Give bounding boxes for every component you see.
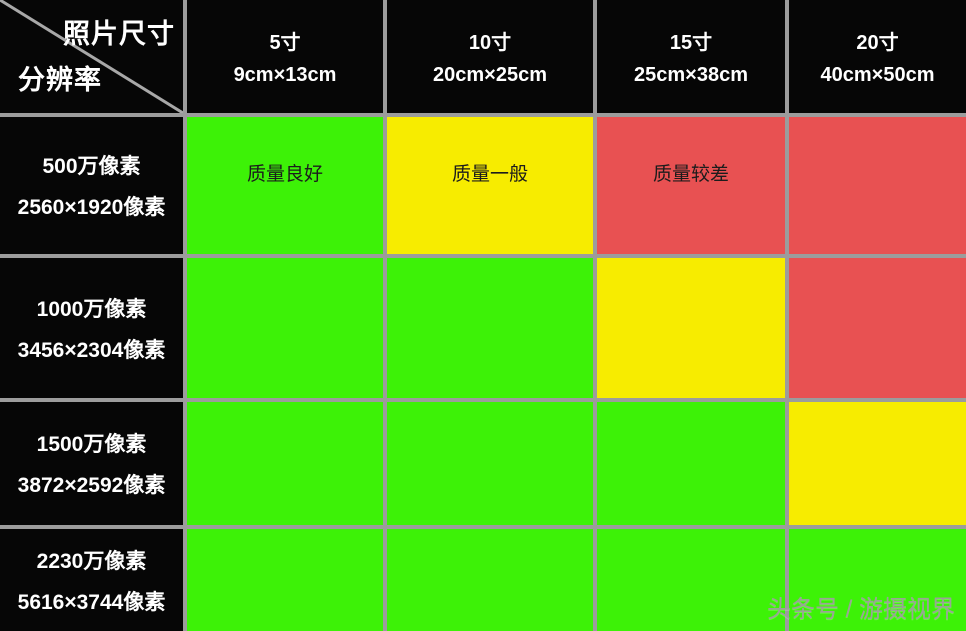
quality-cell-r1c3: 质量较差	[597, 117, 785, 254]
photo-size-axis-label: 照片尺寸	[63, 19, 175, 49]
quality-cell-r4c3	[597, 529, 785, 631]
quality-cell-r2c1	[187, 258, 383, 398]
quality-cell-r2c3	[597, 258, 785, 398]
row-pixels-label: 3872×2592像素	[17, 474, 166, 497]
col-size-label: 15寸	[669, 32, 713, 54]
quality-label: 质量较差	[652, 164, 729, 185]
row-pixels-label: 2560×1920像素	[17, 196, 166, 219]
row-megapixels-label: 1500万像素	[36, 433, 147, 456]
col-header-10in: 10寸 20cm×25cm	[387, 0, 593, 113]
diagonal-line	[0, 0, 183, 113]
col-size-label: 10寸	[468, 32, 512, 54]
quality-cell-r4c4	[789, 529, 966, 631]
row-pixels-label: 5616×3744像素	[17, 590, 166, 614]
quality-cell-r1c1: 质量良好	[187, 117, 383, 254]
row-header-2230mp: 2230万像素 5616×3744像素	[0, 529, 183, 631]
row-megapixels-label: 1000万像素	[36, 297, 147, 321]
quality-cell-r3c1	[187, 402, 383, 525]
row-pixels-label: 3456×2304像素	[17, 338, 166, 362]
quality-cell-r3c2	[387, 402, 593, 525]
row-megapixels-label: 2230万像素	[36, 549, 147, 573]
col-dims-label: 9cm×13cm	[233, 64, 337, 86]
col-size-label: 5寸	[269, 32, 301, 54]
quality-cell-r4c1	[187, 529, 383, 631]
col-dims-label: 40cm×50cm	[820, 64, 935, 86]
row-header-1000mp: 1000万像素 3456×2304像素	[0, 258, 183, 398]
row-header-1500mp: 1500万像素 3872×2592像素	[0, 402, 183, 525]
col-header-5in: 5寸 9cm×13cm	[187, 0, 383, 113]
quality-cell-r2c4	[789, 258, 966, 398]
row-header-500mp: 500万像素 2560×1920像素	[0, 117, 183, 254]
col-size-label: 20寸	[856, 32, 899, 54]
corner-header: 照片尺寸 分辨率	[0, 0, 183, 113]
quality-cell-r1c2: 质量一般	[387, 117, 593, 254]
quality-cell-r4c2	[387, 529, 593, 631]
resolution-axis-label: 分辨率	[18, 65, 102, 95]
quality-label: 质量一般	[451, 164, 528, 185]
quality-cell-r1c4	[789, 117, 966, 254]
quality-cell-r3c4	[789, 402, 966, 525]
row-megapixels-label: 500万像素	[42, 155, 141, 178]
quality-cell-r2c2	[387, 258, 593, 398]
col-dims-label: 20cm×25cm	[433, 64, 547, 86]
quality-cell-r3c3	[597, 402, 785, 525]
col-dims-label: 25cm×38cm	[634, 64, 748, 86]
col-header-20in: 20寸 40cm×50cm	[789, 0, 966, 113]
col-header-15in: 15寸 25cm×38cm	[597, 0, 785, 113]
quality-label: 质量良好	[246, 164, 323, 185]
